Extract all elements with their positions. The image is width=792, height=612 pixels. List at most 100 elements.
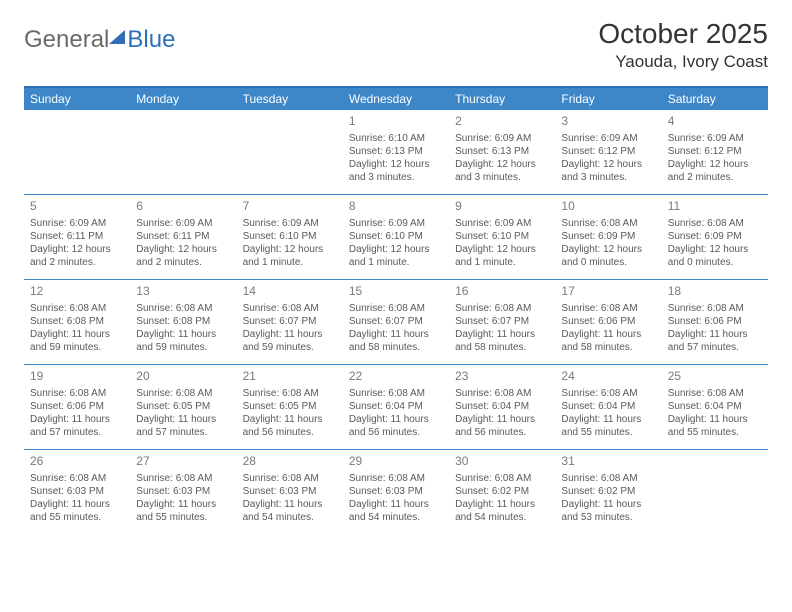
day-number: 19 bbox=[30, 369, 124, 385]
cell-line: Sunset: 6:03 PM bbox=[243, 485, 337, 498]
cell-line: Daylight: 12 hours and 2 minutes. bbox=[668, 158, 762, 184]
cell-line: Daylight: 12 hours and 1 minute. bbox=[455, 243, 549, 269]
cell-line: Daylight: 12 hours and 0 minutes. bbox=[561, 243, 655, 269]
cell-line: Sunrise: 6:08 AM bbox=[561, 472, 655, 485]
day-number: 26 bbox=[30, 454, 124, 470]
calendar-cell: 25Sunrise: 6:08 AMSunset: 6:04 PMDayligh… bbox=[662, 365, 768, 449]
calendar-cell: 23Sunrise: 6:08 AMSunset: 6:04 PMDayligh… bbox=[449, 365, 555, 449]
day-number: 28 bbox=[243, 454, 337, 470]
day-number: 24 bbox=[561, 369, 655, 385]
calendar-cell: 17Sunrise: 6:08 AMSunset: 6:06 PMDayligh… bbox=[555, 280, 661, 364]
cell-line: Sunset: 6:07 PM bbox=[349, 315, 443, 328]
calendar-cell: 3Sunrise: 6:09 AMSunset: 6:12 PMDaylight… bbox=[555, 110, 661, 194]
day-header-thursday: Thursday bbox=[449, 88, 555, 110]
calendar-cell bbox=[130, 110, 236, 194]
cell-line: Daylight: 11 hours and 58 minutes. bbox=[349, 328, 443, 354]
cell-line: Sunset: 6:03 PM bbox=[349, 485, 443, 498]
calendar-cell: 19Sunrise: 6:08 AMSunset: 6:06 PMDayligh… bbox=[24, 365, 130, 449]
cell-line: Sunset: 6:10 PM bbox=[243, 230, 337, 243]
cell-line: Sunrise: 6:08 AM bbox=[349, 387, 443, 400]
cell-line: Sunrise: 6:08 AM bbox=[30, 302, 124, 315]
cell-line: Sunrise: 6:08 AM bbox=[561, 302, 655, 315]
calendar-cell bbox=[662, 450, 768, 534]
calendar-row: 5Sunrise: 6:09 AMSunset: 6:11 PMDaylight… bbox=[24, 195, 768, 280]
cell-line: Daylight: 12 hours and 1 minute. bbox=[243, 243, 337, 269]
cell-line: Daylight: 11 hours and 55 minutes. bbox=[668, 413, 762, 439]
cell-line: Sunset: 6:06 PM bbox=[30, 400, 124, 413]
cell-line: Sunrise: 6:08 AM bbox=[243, 302, 337, 315]
cell-line: Daylight: 11 hours and 58 minutes. bbox=[561, 328, 655, 354]
cell-line: Daylight: 12 hours and 2 minutes. bbox=[30, 243, 124, 269]
cell-line: Sunset: 6:10 PM bbox=[349, 230, 443, 243]
calendar-cell: 14 Sunrise: 6:08 AMSunset: 6:07 PMDayligh… bbox=[237, 280, 343, 364]
logo-text-general: General bbox=[24, 26, 109, 54]
calendar-cell: 4Sunrise: 6:09 AMSunset: 6:12 PMDaylight… bbox=[662, 110, 768, 194]
calendar-cell: 31Sunrise: 6:08 AMSunset: 6:02 PMDayligh… bbox=[555, 450, 661, 534]
day-header-sunday: Sunday bbox=[24, 88, 130, 110]
cell-line: Daylight: 11 hours and 54 minutes. bbox=[455, 498, 549, 524]
day-header-wednesday: Wednesday bbox=[343, 88, 449, 110]
cell-line: Sunrise: 6:08 AM bbox=[668, 217, 762, 230]
calendar-cell: 21Sunrise: 6:08 AMSunset: 6:05 PMDayligh… bbox=[237, 365, 343, 449]
location-label: Yaouda, Ivory Coast bbox=[598, 52, 768, 72]
cell-line: Sunset: 6:09 PM bbox=[668, 230, 762, 243]
cell-line: Sunset: 6:04 PM bbox=[455, 400, 549, 413]
cell-line: Daylight: 12 hours and 3 minutes. bbox=[455, 158, 549, 184]
calendar-cell: 16Sunrise: 6:08 AMSunset: 6:07 PMDayligh… bbox=[449, 280, 555, 364]
logo-text-blue: Blue bbox=[127, 26, 175, 54]
day-number: 10 bbox=[561, 199, 655, 215]
cell-line: Sunset: 6:07 PM bbox=[243, 315, 337, 328]
cell-line: Daylight: 11 hours and 59 minutes. bbox=[136, 328, 230, 354]
cell-line: Sunset: 6:11 PM bbox=[30, 230, 124, 243]
cell-line: Sunset: 6:05 PM bbox=[136, 400, 230, 413]
calendar-cell: 28 Sunrise: 6:08 AMSunset: 6:03 PMDayligh… bbox=[237, 450, 343, 534]
calendar-cell: 11Sunrise: 6:08 AMSunset: 6:09 PMDayligh… bbox=[662, 195, 768, 279]
cell-line: Sunrise: 6:09 AM bbox=[30, 217, 124, 230]
day-number: 1 bbox=[349, 114, 443, 130]
calendar-cell: 1Sunrise: 6:10 AMSunset: 6:13 PMDaylight… bbox=[343, 110, 449, 194]
cell-line: Sunrise: 6:08 AM bbox=[668, 302, 762, 315]
calendar-body: 1 Sunrise: 6:10 AMSunset: 6:13 PM Daylight… bbox=[24, 110, 768, 534]
cell-line: Sunset: 6:08 PM bbox=[30, 315, 124, 328]
cell-line: Daylight: 11 hours and 59 minutes. bbox=[30, 328, 124, 354]
calendar-cell bbox=[24, 110, 130, 194]
day-number: 9 bbox=[455, 199, 549, 215]
calendar-cell: 26Sunrise: 6:08 AMSunset: 6:03 PMDayligh… bbox=[24, 450, 130, 534]
cell-line: Sunset: 6:11 PM bbox=[136, 230, 230, 243]
cell-line: Sunset: 6:03 PM bbox=[30, 485, 124, 498]
cell-line: Sunset: 6:04 PM bbox=[349, 400, 443, 413]
calendar-row: 12Sunrise: 6:08 AMSunset: 6:08 PMDayligh… bbox=[24, 280, 768, 365]
calendar-cell: 30Sunrise: 6:08 AMSunset: 6:02 PMDayligh… bbox=[449, 450, 555, 534]
day-number: 3 bbox=[561, 114, 655, 130]
calendar: Sunday Monday Tuesday Wednesday Thursday… bbox=[24, 86, 768, 534]
cell-line: Sunrise: 6:08 AM bbox=[30, 387, 124, 400]
cell-line: Sunrise: 6:09 AM bbox=[243, 217, 337, 230]
day-number: 17 bbox=[561, 284, 655, 300]
cell-line: Sunrise: 6:10 AM bbox=[349, 132, 443, 145]
cell-line: Sunrise: 6:08 AM bbox=[561, 217, 655, 230]
cell-line: Daylight: 12 hours and 1 minute. bbox=[349, 243, 443, 269]
calendar-cell bbox=[237, 110, 343, 194]
cell-line: Daylight: 11 hours and 53 minutes. bbox=[561, 498, 655, 524]
cell-line: Sunrise: 6:08 AM bbox=[349, 472, 443, 485]
day-number: 5 bbox=[30, 199, 124, 215]
day-number: 16 bbox=[455, 284, 549, 300]
cell-line: Sunset: 6:08 PM bbox=[136, 315, 230, 328]
cell-line: Daylight: 12 hours and 3 minutes. bbox=[561, 158, 655, 184]
day-header-monday: Monday bbox=[130, 88, 236, 110]
cell-line: Daylight: 11 hours and 54 minutes. bbox=[243, 498, 337, 524]
month-title: October 2025 bbox=[598, 18, 768, 50]
calendar-cell: 2Sunrise: 6:09 AMSunset: 6:13 PMDaylight… bbox=[449, 110, 555, 194]
cell-line: Daylight: 11 hours and 55 minutes. bbox=[561, 413, 655, 439]
cell-line: Sunset: 6:13 PM bbox=[349, 145, 443, 158]
cell-line: Sunrise: 6:08 AM bbox=[243, 472, 337, 485]
calendar-cell: 18Sunrise: 6:08 AMSunset: 6:06 PMDayligh… bbox=[662, 280, 768, 364]
day-number: 29 bbox=[349, 454, 443, 470]
cell-line: Sunset: 6:06 PM bbox=[668, 315, 762, 328]
cell-line: Sunset: 6:03 PM bbox=[136, 485, 230, 498]
day-number: 21 bbox=[243, 369, 337, 385]
cell-line: Daylight: 11 hours and 59 minutes. bbox=[243, 328, 337, 354]
day-number: 14 bbox=[243, 284, 337, 300]
calendar-cell: 27Sunrise: 6:08 AMSunset: 6:03 PMDayligh… bbox=[130, 450, 236, 534]
cell-line: Sunrise: 6:08 AM bbox=[455, 387, 549, 400]
